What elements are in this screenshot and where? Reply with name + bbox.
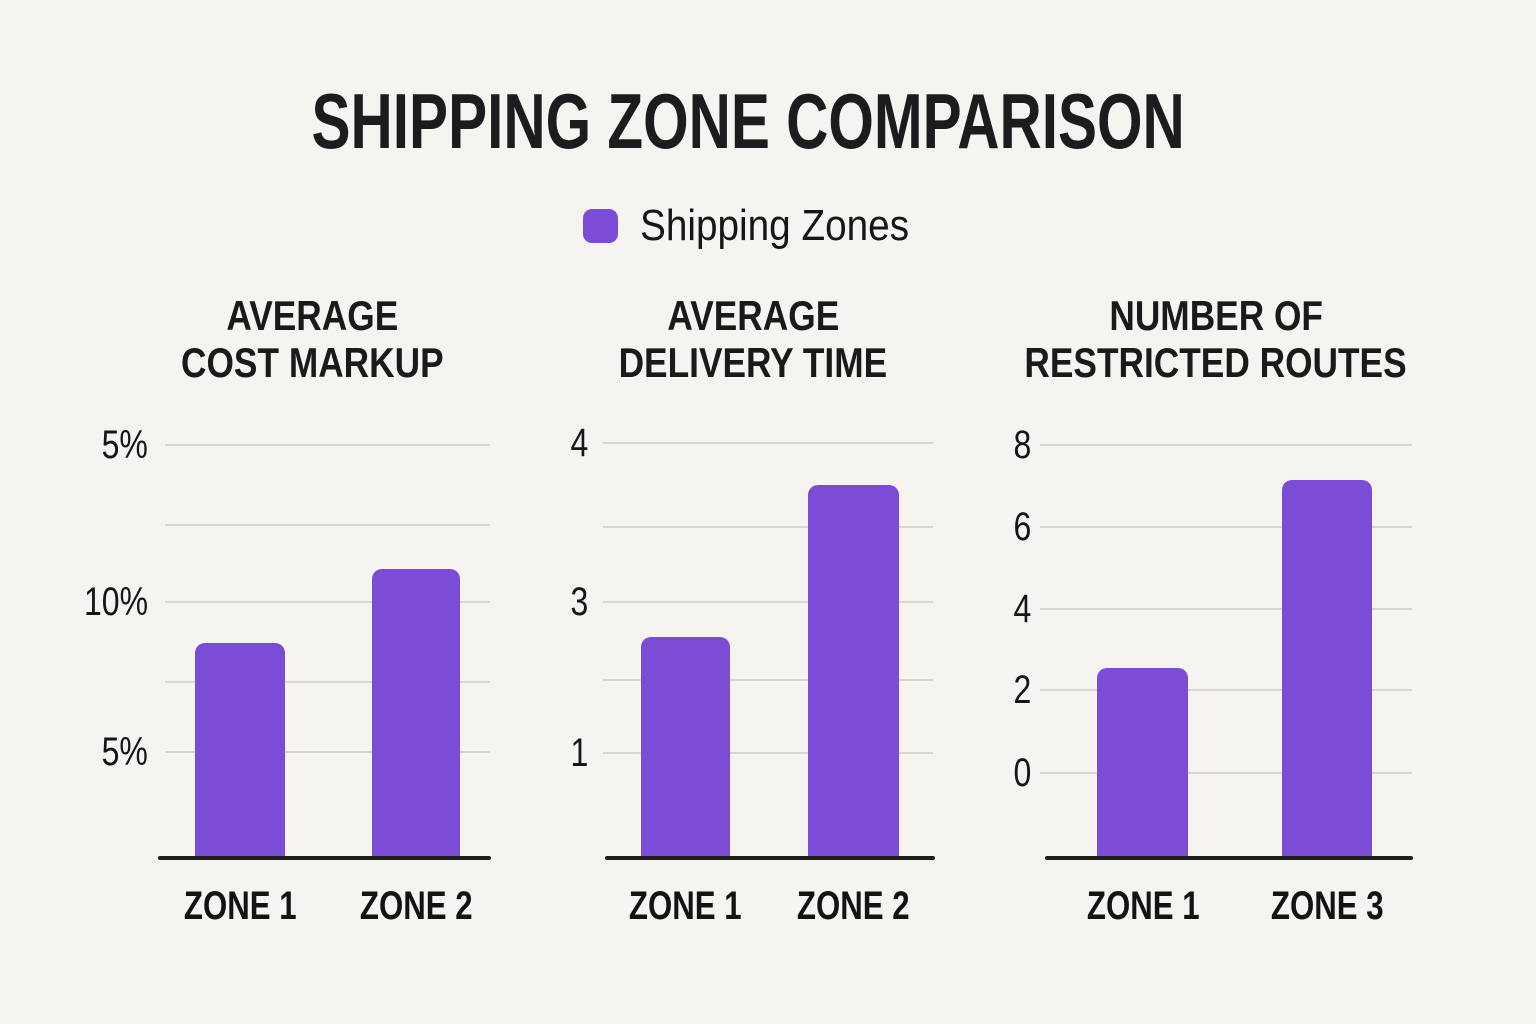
y-tick-label: 4 bbox=[448, 421, 588, 465]
chart-title-line: RESTRICTED ROUTES bbox=[956, 339, 1476, 386]
y-tick-label: 3 bbox=[448, 580, 588, 624]
x-tick-label-zone-3-text: ZONE 3 bbox=[1270, 884, 1384, 928]
chart-title-line-text: DELIVERY TIME bbox=[618, 339, 888, 386]
page-title-text: SHIPPING ZONE COMPARISON bbox=[311, 77, 1185, 165]
chart-title-line-text: NUMBER OF bbox=[1109, 292, 1323, 339]
chart-title-line: AVERAGE bbox=[493, 292, 1013, 339]
y-tick-label-text: 6 bbox=[1013, 505, 1031, 549]
bar-zone-3 bbox=[1282, 480, 1372, 858]
y-tick-label-text: 10% bbox=[83, 580, 148, 624]
gridline bbox=[165, 751, 490, 753]
bar-zone-2 bbox=[372, 569, 460, 858]
legend-swatch-icon bbox=[583, 209, 618, 243]
gridline bbox=[603, 601, 933, 603]
legend: Shipping Zones bbox=[583, 201, 946, 250]
x-axis-line bbox=[1045, 856, 1413, 860]
x-tick-label-zone-1: ZONE 1 bbox=[1013, 884, 1273, 928]
x-tick-label-zone-2-text: ZONE 2 bbox=[359, 884, 473, 928]
bar-zone-1 bbox=[641, 637, 730, 858]
y-tick-label-text: 4 bbox=[570, 421, 588, 465]
y-tick-label: 2 bbox=[891, 668, 1031, 712]
x-tick-label-zone-1: ZONE 1 bbox=[555, 884, 815, 928]
gridline bbox=[165, 601, 490, 603]
y-tick-label-text: 4 bbox=[1013, 587, 1031, 631]
x-tick-label-zone-3: ZONE 3 bbox=[1197, 884, 1457, 928]
x-tick-label-zone-1: ZONE 1 bbox=[110, 884, 370, 928]
gridline bbox=[603, 752, 933, 754]
x-tick-label-zone-1-text: ZONE 1 bbox=[183, 884, 297, 928]
y-tick-label: 4 bbox=[891, 587, 1031, 631]
chart-title-line: DELIVERY TIME bbox=[493, 339, 1013, 386]
gridline bbox=[603, 679, 933, 681]
gridline bbox=[165, 681, 490, 683]
chart-title-line: COST MARKUP bbox=[52, 339, 572, 386]
y-tick-label: 10% bbox=[8, 580, 148, 624]
x-tick-label-zone-2-text: ZONE 2 bbox=[796, 884, 910, 928]
gridline bbox=[1040, 526, 1412, 528]
gridline bbox=[1040, 608, 1412, 610]
x-tick-label-zone-2: ZONE 2 bbox=[723, 884, 983, 928]
y-tick-label: 0 bbox=[891, 751, 1031, 795]
chart-title-line: AVERAGE bbox=[52, 292, 572, 339]
gridline bbox=[165, 444, 490, 446]
y-tick-label: 5% bbox=[8, 423, 148, 467]
x-tick-label-zone-1-text: ZONE 1 bbox=[1086, 884, 1200, 928]
page-title: SHIPPING ZONE COMPARISON bbox=[0, 82, 1496, 160]
chart-title-line-text: RESTRICTED ROUTES bbox=[1024, 339, 1408, 386]
chart-title-average-cost-markup: AVERAGE COST MARKUP bbox=[52, 292, 572, 386]
x-axis-line bbox=[158, 856, 491, 860]
bar-zone-1 bbox=[1097, 668, 1188, 858]
y-tick-label-text: 2 bbox=[1013, 668, 1031, 712]
gridline bbox=[603, 526, 933, 528]
x-tick-label-zone-2: ZONE 2 bbox=[286, 884, 546, 928]
y-tick-label: 5% bbox=[8, 730, 148, 774]
chart-title-line-text: COST MARKUP bbox=[180, 339, 444, 386]
gridline bbox=[1040, 444, 1412, 446]
y-tick-label-text: 8 bbox=[1013, 423, 1031, 467]
legend-label: Shipping Zones bbox=[640, 201, 910, 250]
y-tick-label-text: 5% bbox=[101, 423, 148, 467]
bar-zone-2 bbox=[808, 485, 899, 858]
y-tick-label-text: 0 bbox=[1013, 751, 1031, 795]
y-tick-label: 8 bbox=[891, 423, 1031, 467]
chart-title-average-delivery-time: AVERAGE DELIVERY TIME bbox=[493, 292, 1013, 386]
gridline bbox=[1040, 689, 1412, 691]
chart-title-line-text: AVERAGE bbox=[667, 292, 839, 339]
y-tick-label: 6 bbox=[891, 505, 1031, 549]
gridline bbox=[165, 524, 490, 526]
y-tick-label-text: 3 bbox=[570, 580, 588, 624]
gridline bbox=[603, 442, 933, 444]
y-tick-label: 1 bbox=[448, 731, 588, 775]
chart-title-line-text: AVERAGE bbox=[226, 292, 398, 339]
y-tick-label-text: 1 bbox=[570, 731, 588, 775]
bar-zone-1 bbox=[195, 643, 285, 858]
chart-title-line: NUMBER OF bbox=[956, 292, 1476, 339]
y-tick-label-text: 5% bbox=[101, 730, 148, 774]
x-axis-line bbox=[605, 856, 935, 860]
x-tick-label-zone-1-text: ZONE 1 bbox=[628, 884, 742, 928]
chart-title-number-of-restricted-routes: NUMBER OF RESTRICTED ROUTES bbox=[956, 292, 1476, 386]
gridline bbox=[1040, 772, 1412, 774]
